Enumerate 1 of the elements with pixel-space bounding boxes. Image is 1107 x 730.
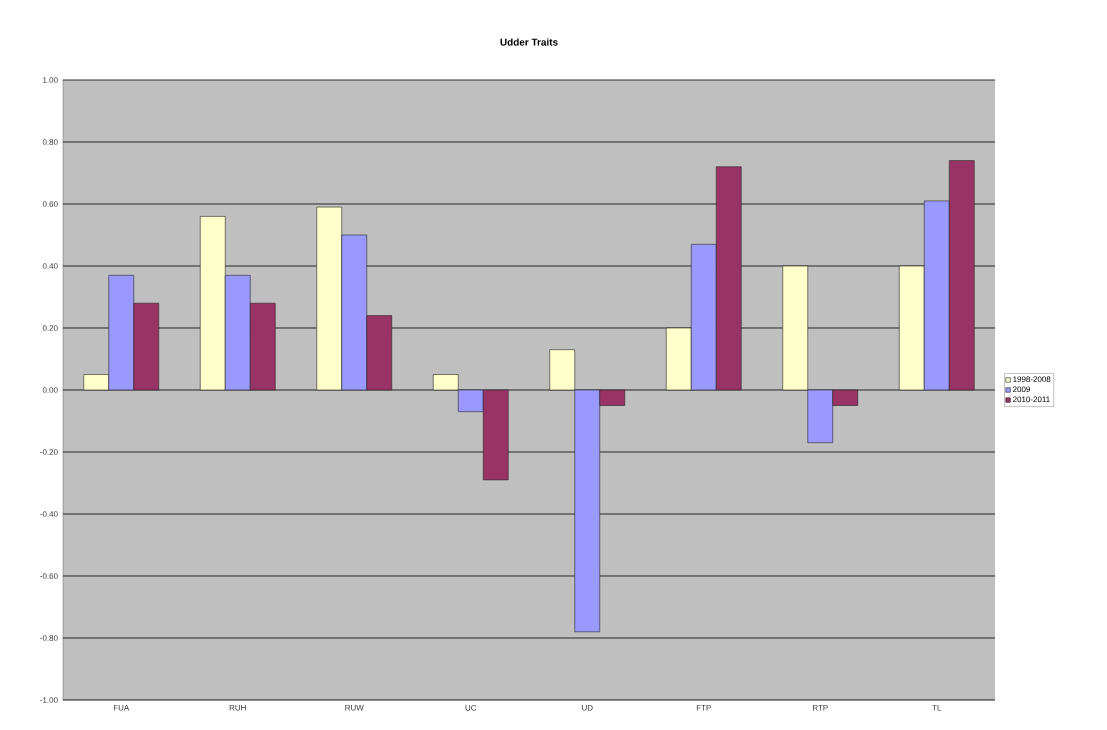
chart-title: Udder Traits bbox=[500, 38, 558, 46]
